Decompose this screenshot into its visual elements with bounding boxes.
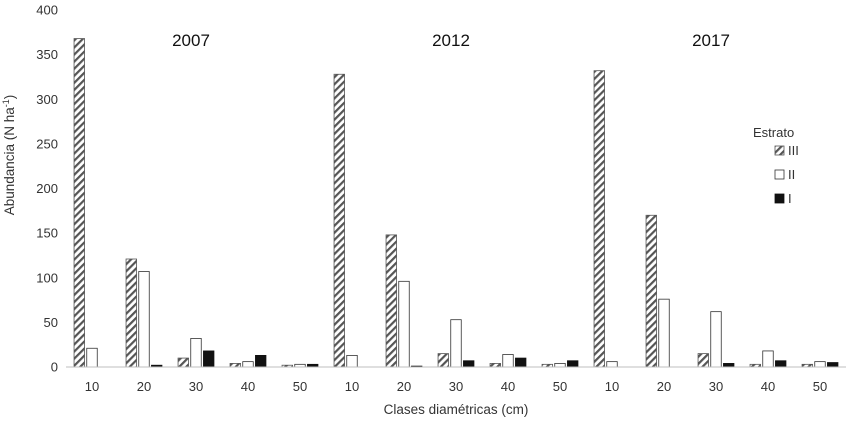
year-label: 2007 bbox=[172, 31, 210, 50]
bar-2012-40-I bbox=[515, 357, 527, 368]
y-tick-label: 100 bbox=[36, 270, 58, 285]
bar-2007-30-III bbox=[177, 357, 189, 368]
bar-2017-10-II bbox=[606, 361, 618, 368]
bar-2007-40-I bbox=[255, 354, 267, 368]
x-tick-label: 20 bbox=[397, 379, 411, 394]
bar-2017-30-III bbox=[697, 353, 709, 368]
bar-2007-20-III bbox=[125, 258, 137, 368]
y-tick-label: 250 bbox=[36, 136, 58, 151]
x-tick-label: 40 bbox=[501, 379, 515, 394]
bar-2017-20-III bbox=[645, 214, 657, 368]
bar-2012-50-II bbox=[554, 363, 566, 368]
year-label: 2017 bbox=[692, 31, 730, 50]
x-axis-label: Clases diamétricas (cm) bbox=[384, 402, 529, 417]
x-tick-label: 10 bbox=[605, 379, 619, 394]
bar-2017-40-I bbox=[775, 360, 787, 368]
bar-2007-40-III bbox=[229, 363, 241, 368]
x-tick-label: 50 bbox=[813, 379, 827, 394]
x-tick-label: 30 bbox=[449, 379, 463, 394]
x-tick-label: 30 bbox=[709, 379, 723, 394]
y-tick-label: 400 bbox=[36, 3, 58, 18]
x-tick-label: 50 bbox=[293, 379, 307, 394]
year-label: 2012 bbox=[432, 31, 470, 50]
y-tick-label: 350 bbox=[36, 47, 58, 62]
bar-2012-10-II bbox=[346, 354, 358, 368]
y-tick-label: 200 bbox=[36, 181, 58, 196]
x-axis-ticks: 10 20 30 40 50 10 20 30 40 50 10 20 30 40 50 bbox=[85, 379, 827, 394]
legend-label: II bbox=[788, 167, 795, 182]
bar-2012-40-III bbox=[489, 363, 501, 368]
legend-title: Estrato bbox=[753, 125, 794, 140]
y-tick-label: 150 bbox=[36, 226, 58, 241]
x-tick-label: 20 bbox=[137, 379, 151, 394]
bar-2007-30-II bbox=[190, 338, 202, 368]
bar-2017-30-II bbox=[710, 311, 722, 368]
x-tick-label: 40 bbox=[241, 379, 255, 394]
legend-label: III bbox=[788, 143, 799, 158]
legend-swatch-III bbox=[774, 145, 785, 156]
x-tick-label: 20 bbox=[657, 379, 671, 394]
y-tick-label: 0 bbox=[51, 360, 58, 375]
bar-2012-50-I bbox=[567, 360, 579, 368]
bar-2012-30-III bbox=[437, 353, 449, 368]
bar-2017-30-I bbox=[723, 363, 735, 368]
bar-2012-10-III bbox=[333, 73, 345, 368]
y-tick-label: 50 bbox=[44, 315, 58, 330]
bar-2007-40-II bbox=[242, 361, 254, 368]
x-tick-label: 10 bbox=[345, 379, 359, 394]
bar-2017-20-II bbox=[658, 298, 670, 368]
bar-2012-20-III bbox=[385, 234, 397, 368]
x-tick-label: 50 bbox=[553, 379, 567, 394]
y-axis-ticks: 0 50 100 150 200 250 300 350 400 bbox=[36, 3, 58, 375]
bar-2017-50-I bbox=[827, 362, 839, 368]
y-tick-label: 300 bbox=[36, 92, 58, 107]
bar-2017-10-III bbox=[593, 70, 605, 368]
bar-2007-10-III bbox=[73, 38, 85, 368]
x-tick-label: 30 bbox=[189, 379, 203, 394]
bars bbox=[73, 38, 839, 368]
bar-2012-30-I bbox=[463, 360, 475, 368]
x-tick-label: 40 bbox=[761, 379, 775, 394]
y-axis-label: Abundancia (N ha-1) bbox=[1, 95, 17, 216]
year-labels: 2007 2012 2017 bbox=[172, 31, 730, 50]
bar-2007-20-II bbox=[138, 271, 150, 368]
bar-2017-40-II bbox=[762, 350, 774, 368]
bar-2012-40-II bbox=[502, 354, 514, 368]
bar-2007-30-I bbox=[203, 350, 215, 368]
x-tick-label: 10 bbox=[85, 379, 99, 394]
legend-label: I bbox=[788, 191, 792, 206]
legend-swatch-II bbox=[774, 169, 785, 180]
bar-2012-30-II bbox=[450, 319, 462, 368]
bar-2017-50-II bbox=[814, 361, 826, 368]
legend-swatch-I bbox=[774, 193, 785, 204]
bar-2007-10-II bbox=[86, 347, 98, 368]
bar-2012-20-II bbox=[398, 280, 410, 368]
